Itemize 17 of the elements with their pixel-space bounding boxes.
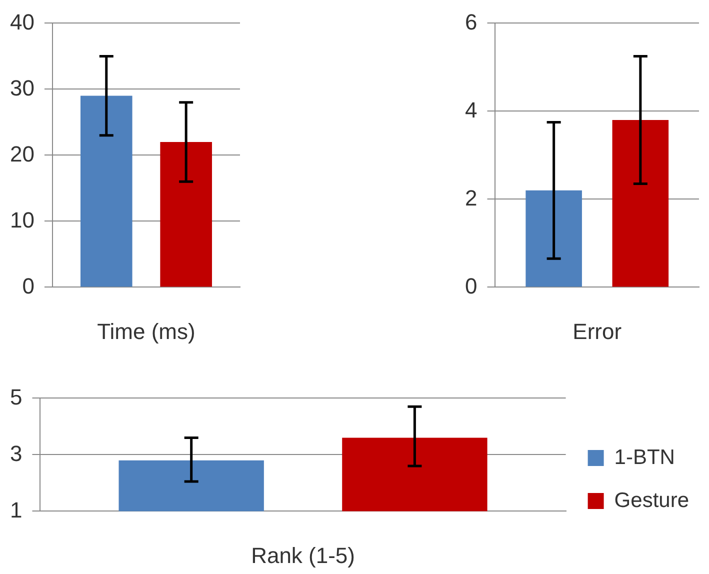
y-tick-label: 3	[10, 440, 22, 466]
y-tick-label: 1	[10, 497, 22, 522]
x-axis-title: Error	[572, 318, 622, 344]
y-tick-label: 0	[464, 273, 478, 298]
legend-label: 1-BTN	[614, 446, 675, 469]
legend-label: Gesture	[614, 488, 690, 512]
y-tick-label: 20	[10, 141, 34, 166]
y-tick-label: 4	[464, 97, 478, 122]
y-tick-label: 30	[10, 75, 34, 100]
y-tick-label: 10	[10, 207, 34, 232]
x-axis-title: Time (ms)	[97, 318, 196, 344]
y-tick-label: 6	[464, 9, 478, 34]
y-tick-label: 0	[22, 273, 34, 298]
y-tick-label: 5	[10, 384, 22, 410]
x-axis-title: Rank (1-5)	[251, 542, 355, 568]
y-tick-label: 40	[10, 9, 34, 34]
y-tick-label: 2	[464, 185, 478, 210]
